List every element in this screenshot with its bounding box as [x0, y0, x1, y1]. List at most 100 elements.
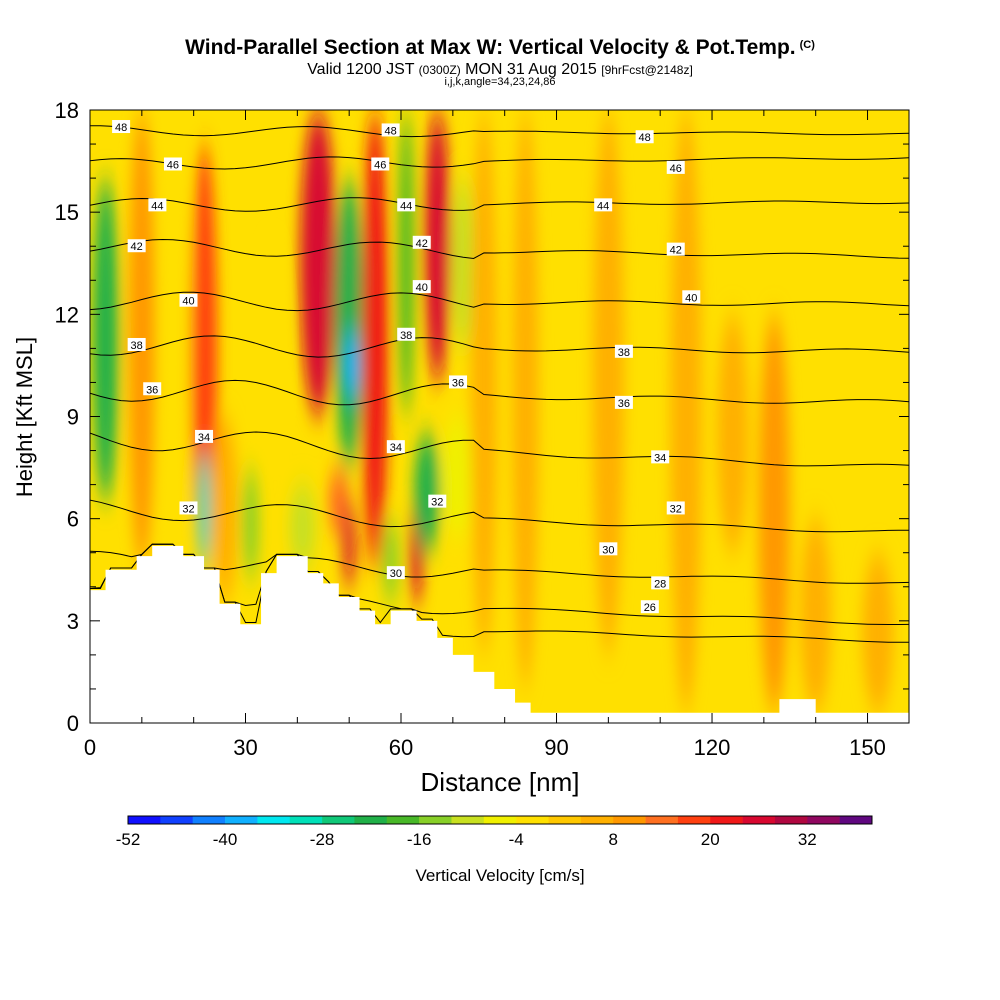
svg-text:36: 36: [618, 398, 630, 410]
colorbar-swatch: [419, 816, 452, 824]
velocity-feature-19: [413, 433, 440, 553]
theta-contour-38: [90, 335, 909, 358]
svg-text:32: 32: [182, 503, 194, 515]
colorbar-tick-label: -4: [509, 830, 524, 849]
colorbar-swatch: [451, 816, 485, 824]
colorbar-swatch: [645, 816, 679, 824]
velocity-feature-14: [342, 501, 356, 587]
theta-label-40: 40: [412, 280, 431, 294]
svg-text:32: 32: [670, 503, 682, 515]
y-tick-label: 0: [67, 711, 79, 736]
theta-label-38: 38: [614, 344, 633, 359]
x-tick-label: 0: [84, 735, 96, 760]
colorbar-swatch: [516, 816, 549, 824]
svg-text:48: 48: [385, 125, 397, 137]
x-tick-label: 60: [389, 735, 413, 760]
valid-prefix: Valid 1200 JST: [307, 61, 415, 78]
velocity-feature-26: [670, 110, 702, 713]
svg-text:40: 40: [685, 292, 697, 304]
theta-label-34: 34: [651, 450, 670, 464]
colorbar-swatch: [289, 816, 323, 824]
chart-subtitle: Valid 1200 JST (0300Z) MON 31 Aug 2015 […: [0, 61, 1000, 79]
theta-contour-32: [90, 499, 909, 533]
theta-label-26: 26: [640, 600, 659, 614]
theta-label-46: 46: [163, 157, 182, 171]
velocity-feature-15: [362, 110, 389, 570]
colorbar-tick-label: 8: [608, 830, 617, 849]
theta-label-36: 36: [449, 375, 468, 389]
velocity-feature-6: [211, 416, 238, 604]
theta-label-28: 28: [651, 576, 670, 590]
colorbar-tick-label: -16: [407, 830, 432, 849]
velocity-feature-24: [512, 110, 539, 689]
velocity-feature-7: [242, 467, 259, 580]
valid-date: MON 31 Aug 2015: [465, 61, 597, 78]
velocity-feature-13: [345, 331, 359, 400]
colorbar-swatch: [257, 816, 291, 824]
theta-contour-48: [90, 125, 909, 138]
colorbar-tick-label: 32: [798, 830, 817, 849]
theta-contour-40: [90, 291, 909, 312]
svg-text:30: 30: [602, 544, 614, 556]
colorbar-swatch: [483, 816, 517, 824]
colorbar-label: Vertical Velocity [cm/s]: [415, 866, 584, 885]
colorbar-swatch: [386, 816, 420, 824]
theta-label-30: 30: [386, 566, 405, 580]
colorbar-swatch: [613, 816, 646, 824]
x-tick-label: 30: [233, 735, 257, 760]
y-tick-label: 9: [67, 405, 79, 430]
theta-label-32: 32: [428, 494, 447, 509]
velocity-feature-21: [442, 416, 474, 536]
velocity-feature-1: [92, 178, 119, 502]
velocity-feature-20: [424, 110, 451, 383]
colorbar-swatch: [774, 816, 808, 824]
colorbar-swatch: [710, 816, 743, 824]
theta-label-38: 38: [397, 327, 416, 342]
theta-contour-36: [90, 379, 909, 406]
velocity-feature-27: [717, 314, 749, 553]
svg-text:34: 34: [198, 432, 210, 444]
theta-label-44: 44: [594, 198, 613, 212]
svg-text:48: 48: [639, 132, 651, 144]
velocity-feature-11: [328, 467, 350, 536]
theta-label-34: 34: [386, 440, 405, 454]
svg-text:36: 36: [452, 377, 464, 389]
colorbar-tick-label: -28: [310, 830, 335, 849]
theta-contour-28: [90, 543, 909, 625]
colorbar-swatch: [354, 816, 388, 824]
copyright-mark: (C): [799, 39, 815, 51]
svg-text:36: 36: [146, 384, 158, 396]
colorbar-tick-label: -52: [116, 830, 141, 849]
x-axis: 0 30 60 90 120 150: [84, 110, 886, 760]
theta-label-40: 40: [682, 290, 701, 304]
svg-text:42: 42: [416, 238, 428, 250]
x-tick-label: 90: [544, 735, 568, 760]
svg-text:46: 46: [374, 159, 386, 171]
velocity-feature-17: [398, 110, 414, 417]
svg-text:42: 42: [670, 245, 682, 257]
colorbar-swatch: [160, 816, 193, 824]
svg-text:44: 44: [597, 200, 609, 212]
theta-label-44: 44: [148, 198, 167, 212]
colorbar-tick-label: 20: [701, 830, 720, 849]
y-tick-label: 3: [67, 609, 79, 634]
svg-text:26: 26: [644, 602, 656, 614]
svg-text:38: 38: [400, 330, 412, 342]
theta-label-30: 30: [599, 542, 618, 556]
x-tick-label: 120: [694, 735, 731, 760]
terrain-mask: [90, 545, 909, 723]
valid-utc: (0300Z): [418, 63, 461, 77]
colorbar-swatch: [192, 816, 226, 824]
velocity-feature-4: [191, 144, 217, 570]
svg-text:46: 46: [670, 163, 682, 175]
svg-text:44: 44: [400, 200, 412, 212]
index-info: i,j,k,angle=34,23,24,86: [444, 76, 556, 88]
velocity-feature-29: [800, 518, 832, 713]
svg-text:28: 28: [654, 578, 666, 590]
theta-contour-46: [90, 156, 909, 170]
colorbar-swatch: [742, 816, 776, 824]
svg-text:38: 38: [131, 340, 143, 352]
theta-contour-30: [90, 543, 909, 584]
x-axis-label: Distance [nm]: [421, 767, 580, 797]
